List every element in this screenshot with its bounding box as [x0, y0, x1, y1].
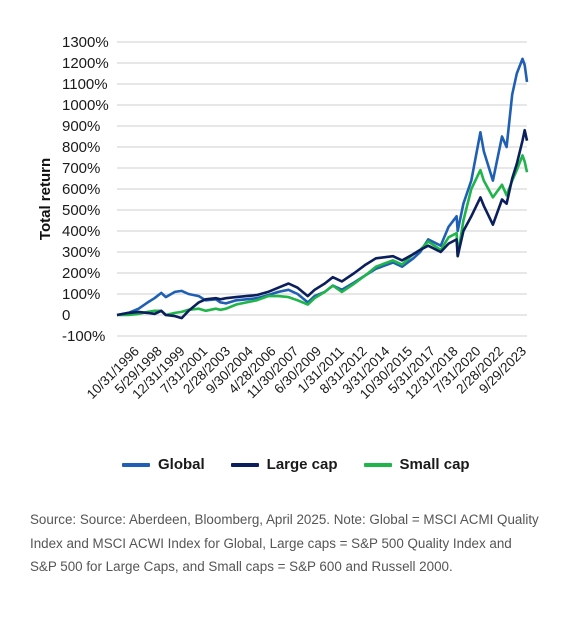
series-line-small-cap: [117, 154, 529, 317]
y-tick-label: 100%: [62, 286, 100, 303]
y-tick-label: 1100%: [62, 76, 108, 93]
y-tick-label: 300%: [62, 244, 100, 261]
y-tick-label: -100%: [62, 328, 105, 345]
legend-swatch-large-cap: [230, 462, 259, 467]
y-tick-label: 1200%: [62, 55, 109, 72]
y-tick-label: 800%: [62, 139, 100, 156]
y-tick-label: 1300%: [62, 34, 109, 51]
legend-label-small-cap: Small cap: [399, 456, 470, 473]
source-note: Source: Source: Aberdeen, Bloomberg, Apr…: [30, 512, 539, 574]
line-chart: 1300% 1200% 1100% 1000% 900% 800% 700% 600% 500%…: [37, 34, 529, 402]
legend-swatch-small-cap: [363, 462, 392, 467]
y-tick-label: 200%: [62, 265, 100, 282]
y-tick-label: 500%: [62, 202, 100, 219]
legend: Global Large cap Small cap: [122, 456, 470, 473]
legend-swatch-global: [122, 462, 150, 467]
series-line-large-cap: [116, 128, 529, 320]
series-line-global: [116, 57, 529, 317]
y-tick-label: 900%: [62, 118, 100, 135]
y-axis-ticks: 1300% 1200% 1100% 1000% 900% 800% 700% 600% 500%…: [62, 34, 109, 345]
y-axis-label: Total return: [37, 158, 54, 240]
legend-item-small-cap: Small cap: [363, 456, 470, 473]
series-lines: [116, 57, 529, 320]
y-tick-label: 600%: [62, 181, 100, 198]
legend-label-global: Global: [158, 456, 205, 473]
y-tick-label: 0: [62, 307, 70, 324]
x-axis-ticks: 10/31/19965/29/199812/31/19997/31/20012/…: [84, 343, 529, 402]
y-tick-label: 400%: [62, 223, 100, 240]
legend-item-global: Global: [122, 456, 205, 473]
y-tick-label: 700%: [62, 160, 100, 177]
legend-item-large-cap: Large cap: [230, 456, 338, 473]
y-tick-label: 1000%: [62, 97, 109, 114]
legend-label-large-cap: Large cap: [266, 456, 338, 473]
